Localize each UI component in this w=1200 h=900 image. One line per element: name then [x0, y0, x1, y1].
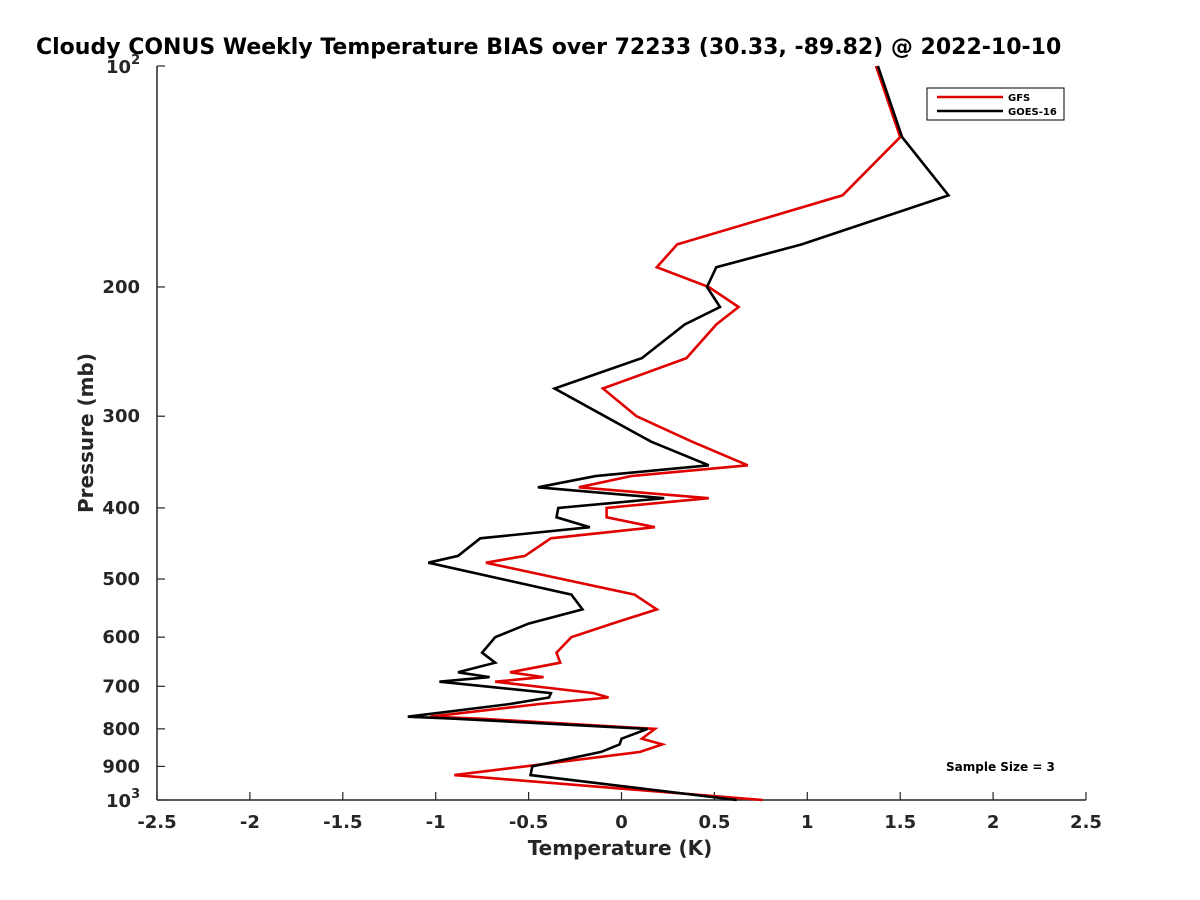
y-tick-label-base: 10	[106, 57, 131, 78]
x-tick-label: 0	[615, 812, 628, 833]
y-tick-label: 103	[106, 787, 140, 812]
y-tick-label: 102	[106, 53, 140, 78]
x-tick-label: 0.5	[698, 812, 730, 833]
x-tick-label: 1.5	[884, 812, 916, 833]
data-series	[407, 65, 951, 802]
x-tick-label: -2.5	[137, 812, 176, 833]
y-axis-label: Pressure (mb)	[74, 353, 98, 513]
y-tick-label: 400	[102, 498, 140, 519]
sample-size-annotation: Sample Size = 3	[946, 760, 1055, 774]
y-tick-label: 300	[102, 406, 140, 427]
x-tick-label: 2.5	[1070, 812, 1102, 833]
y-tick-label: 600	[102, 627, 140, 648]
y-tick-label-exponent: 2	[131, 53, 140, 68]
x-axis-ticks: -2.5 -2 -1.5 -1 -0.5 0 0.5 1 1.5 2 2.5	[137, 792, 1102, 833]
y-tick-label: 800	[102, 719, 140, 740]
legend: GFS GOES-16	[926, 87, 1065, 121]
legend-box	[926, 87, 1065, 121]
y-tick-label: 500	[102, 569, 140, 590]
chart-title: Cloudy CONUS Weekly Temperature BIAS ove…	[36, 35, 1061, 60]
y-tick-label: 700	[102, 676, 140, 697]
x-tick-label: -2	[240, 812, 260, 833]
legend-label-gfs: GFS	[1008, 93, 1030, 104]
x-tick-label: 2	[987, 812, 1000, 833]
y-tick-label-exponent: 3	[131, 787, 140, 802]
x-tick-label: -0.5	[509, 812, 548, 833]
x-tick-label: 1	[801, 812, 814, 833]
x-tick-label: -1.5	[323, 812, 362, 833]
legend-label-goes16: GOES-16	[1008, 107, 1057, 118]
x-tick-label: -1	[426, 812, 446, 833]
series-line-goes16	[407, 65, 951, 802]
series-line-gfs	[429, 65, 902, 802]
y-tick-label-base: 10	[106, 791, 131, 812]
y-tick-label: 900	[102, 756, 140, 777]
y-tick-label: 200	[102, 277, 140, 298]
x-axis-label: Temperature (K)	[528, 836, 713, 860]
